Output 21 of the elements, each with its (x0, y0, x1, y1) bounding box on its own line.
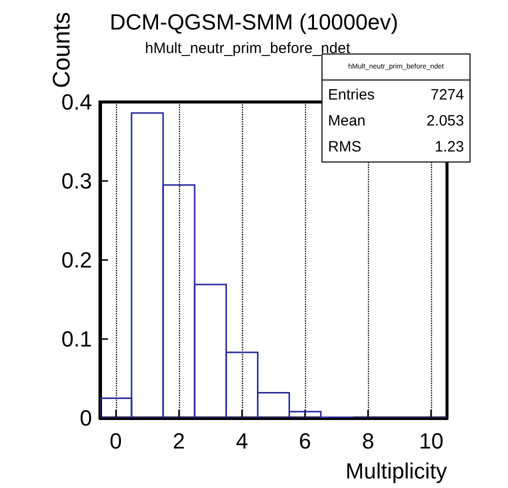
annotation: 7274 (430, 86, 464, 104)
annotation: 2.053 (426, 112, 464, 130)
x-tick-label: 0 (110, 428, 122, 454)
y-tick-label: 0.1 (61, 326, 92, 352)
x-tick-label: 8 (362, 428, 374, 454)
annotation: RMS (328, 138, 362, 156)
x-tick-label: 2 (172, 428, 185, 454)
annotation: Entries (328, 86, 375, 104)
y-tick-label: 0 (80, 406, 92, 430)
x-tick-label: 10 (418, 428, 444, 454)
y-axis-title: Counts (48, 12, 76, 88)
y-tick-label: 0.2 (61, 248, 92, 272)
annotation: Mean (328, 112, 366, 130)
x-tick-label: 6 (298, 428, 312, 454)
chart-subtitle: hMult_neutr_prim_before_ndet (145, 40, 351, 57)
annotation: 1.23 (434, 138, 464, 156)
y-tick-label: 0.4 (61, 90, 92, 114)
y-tick-label: 0.3 (61, 168, 92, 194)
chart-title: DCM-QGSM-SMM (10000ev) (110, 10, 398, 34)
x-axis-title: Multiplicity (346, 458, 447, 484)
x-tick-label: 4 (236, 428, 248, 454)
